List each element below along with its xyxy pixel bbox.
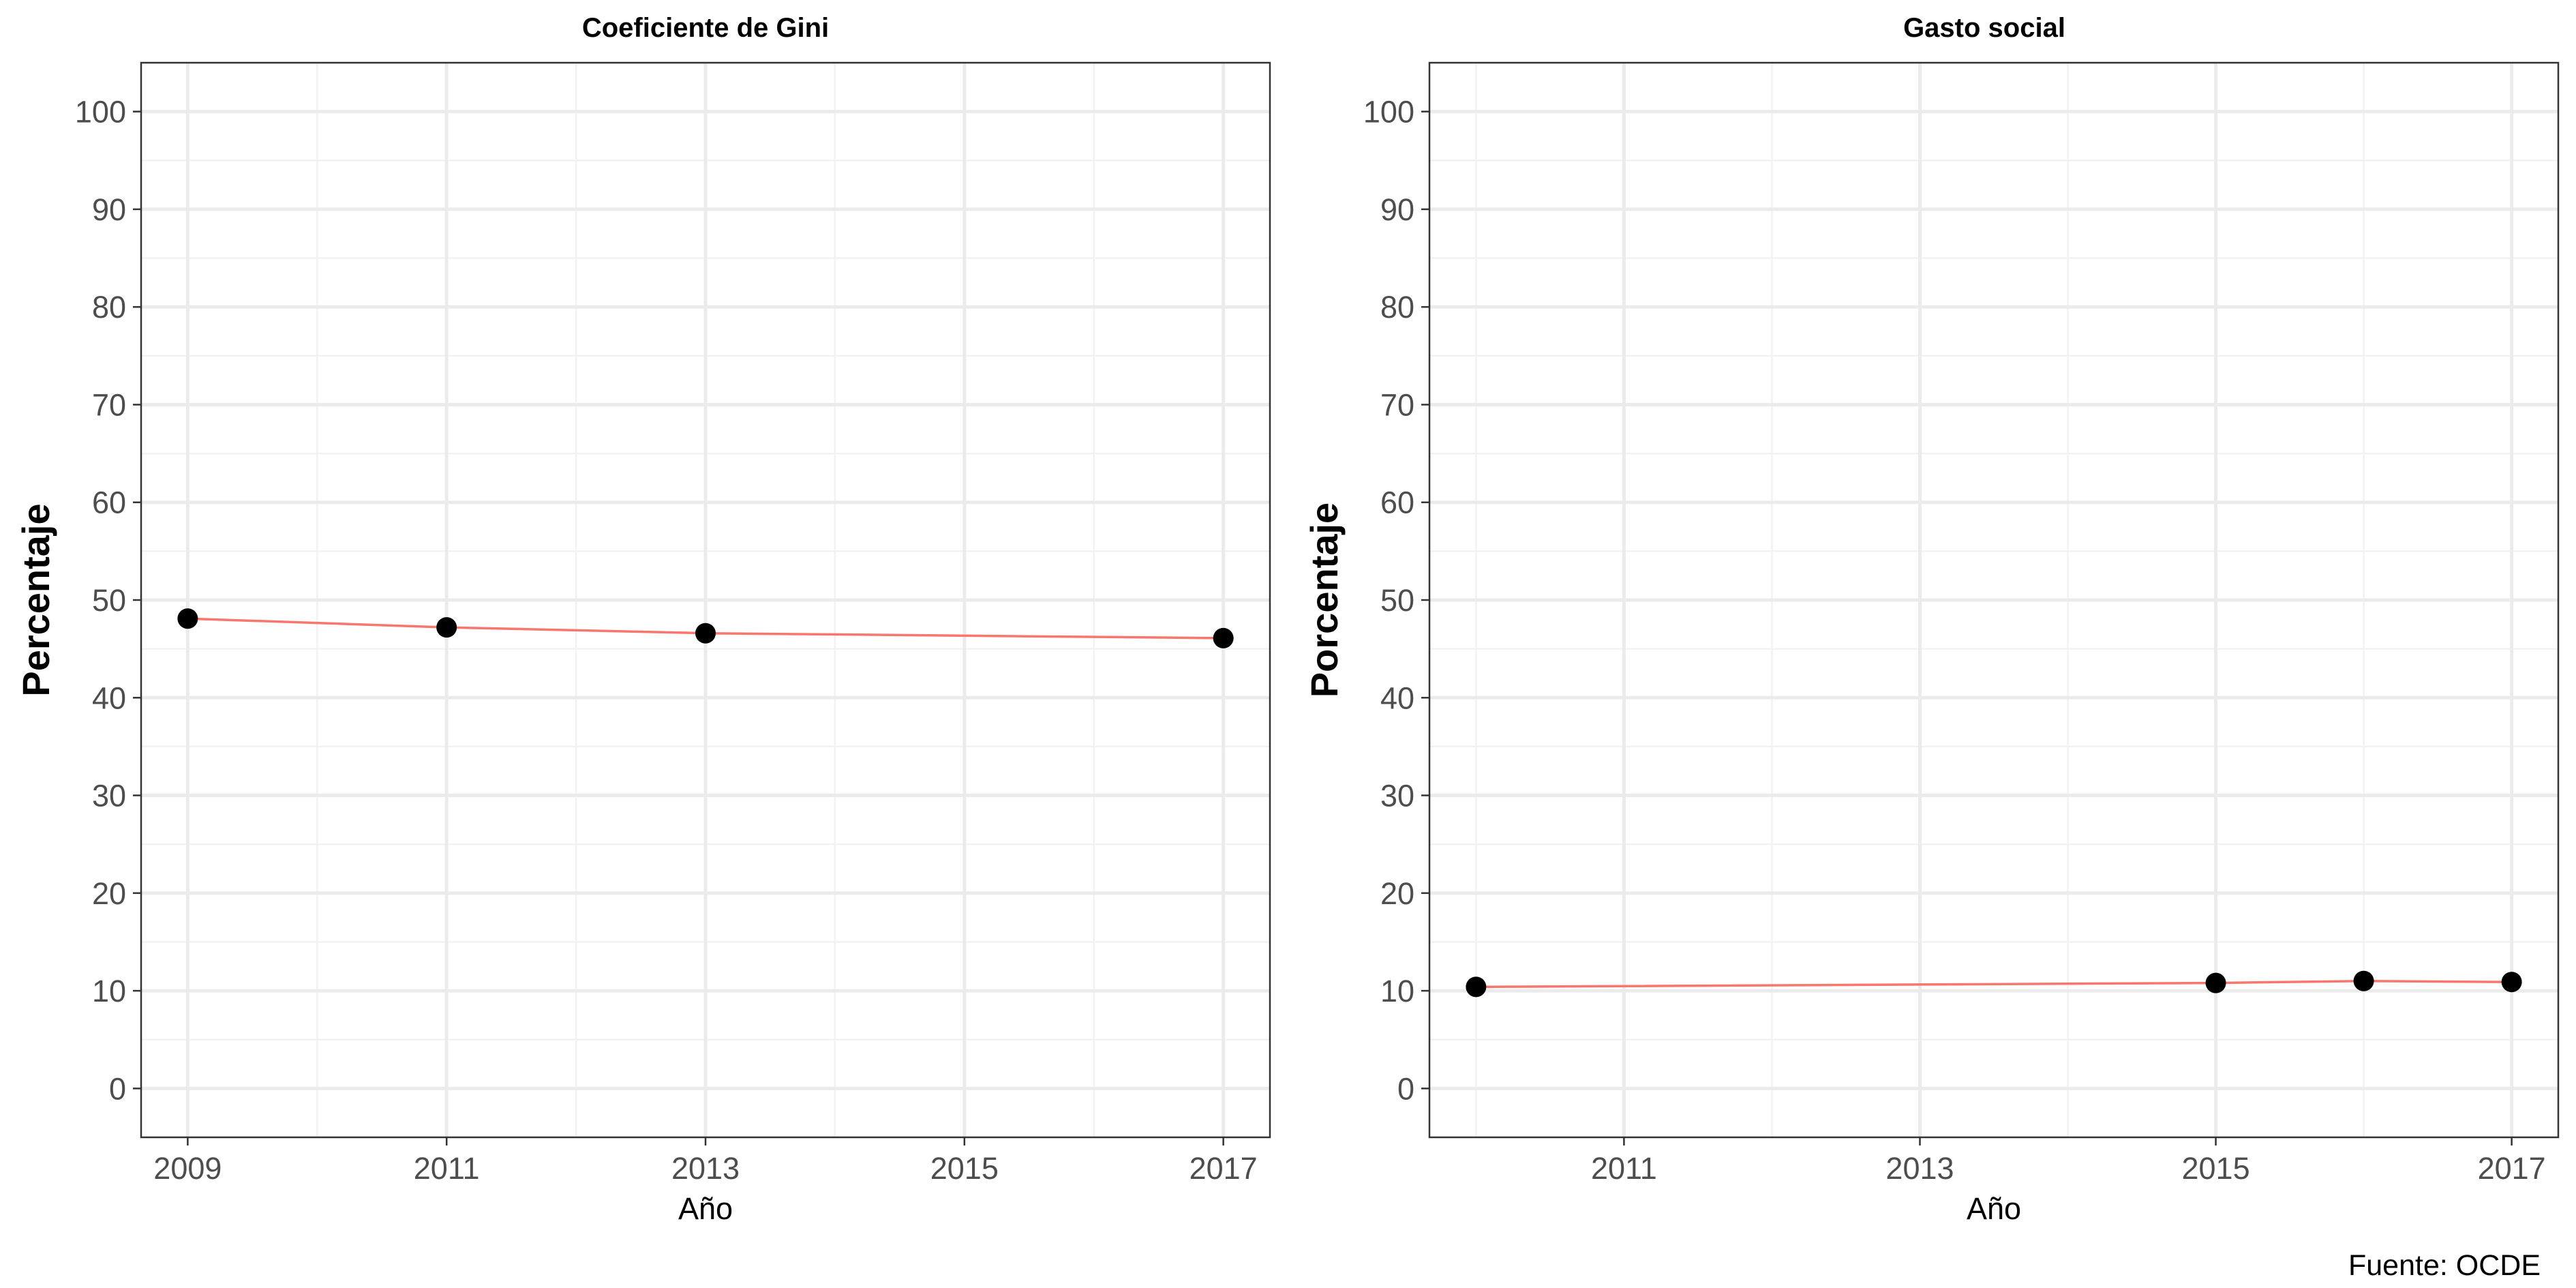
series-line — [187, 617, 1224, 640]
y-tick-label: 90 — [1380, 192, 1414, 227]
x-tick-label: 2013 — [671, 1151, 740, 1186]
y-tick-label: 0 — [1397, 1071, 1414, 1106]
data-point — [2353, 970, 2374, 991]
y-tick-label: 100 — [1363, 95, 1414, 130]
data-point — [2501, 972, 2522, 993]
x-tick-label: 2015 — [2182, 1151, 2250, 1186]
y-tick-label: 0 — [109, 1071, 126, 1106]
data-point — [695, 623, 716, 644]
series-line — [1476, 980, 2512, 989]
y-tick-label: 40 — [92, 680, 126, 715]
social-spending-panel: 0 10 20 30 40 50 60 70 80 90 100 2011 2013 2015 2017 Ga… — [1303, 13, 2560, 1226]
y-tick-label: 70 — [1380, 387, 1414, 422]
x-tick-label: 2013 — [1885, 1151, 1954, 1186]
x-axis-label: Año — [678, 1191, 733, 1226]
y-axis-label: Porcentaje — [1303, 503, 1346, 698]
major-gridlines — [1429, 63, 2558, 1137]
chart-title: Coeficiente de Gini — [582, 13, 829, 43]
y-tick-label: 10 — [1380, 974, 1414, 1008]
y-tick-label: 80 — [92, 290, 126, 325]
data-point — [436, 617, 457, 638]
x-tick-label: 2017 — [2478, 1151, 2546, 1186]
x-tick-label: 2011 — [414, 1151, 480, 1186]
source-caption: Fuente: OCDE — [2348, 1249, 2541, 1282]
y-tick-label: 20 — [92, 876, 126, 911]
y-axis-label: Percentaje — [14, 503, 57, 696]
y-tick-label: 50 — [1380, 583, 1414, 618]
y-tick-label: 10 — [92, 974, 126, 1008]
chart-title: Gasto social — [1903, 13, 2065, 43]
y-tick-label: 100 — [75, 95, 126, 130]
gini-panel: 0 10 20 30 40 50 60 70 80 90 100 2009 2011 2013 2015 20… — [14, 13, 1271, 1226]
y-tick-label: 50 — [92, 583, 126, 618]
x-tick-label: 2009 — [153, 1151, 222, 1186]
x-tick-label: 2017 — [1189, 1151, 1258, 1186]
data-point — [177, 608, 198, 629]
y-tick-label: 40 — [1380, 680, 1414, 715]
y-tick-label: 60 — [1380, 485, 1414, 520]
y-tick-label: 70 — [92, 387, 126, 422]
data-point — [2205, 972, 2226, 993]
major-gridlines — [141, 63, 1270, 1137]
y-tick-label: 30 — [1380, 779, 1414, 813]
data-point — [1213, 627, 1234, 648]
y-tick-label: 30 — [92, 779, 126, 813]
y-tick-label: 60 — [92, 485, 126, 520]
x-axis-label: Año — [1967, 1191, 2021, 1226]
x-tick-label: 2015 — [930, 1151, 999, 1186]
y-tick-label: 20 — [1380, 876, 1414, 911]
y-tick-label: 80 — [1380, 290, 1414, 325]
data-point — [1466, 976, 1487, 998]
x-tick-label: 2011 — [1591, 1151, 1657, 1186]
y-tick-label: 90 — [92, 192, 126, 227]
